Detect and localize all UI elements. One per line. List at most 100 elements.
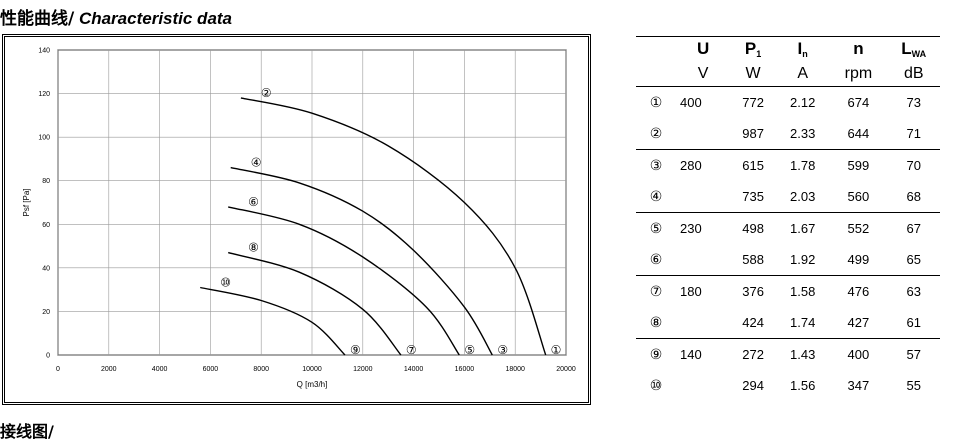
cell-lwa: 63 — [906, 284, 921, 299]
cell-p1: 588 — [730, 244, 776, 276]
x-tick-label: 10000 — [302, 366, 322, 373]
x-axis-label: Q [m3/h] — [297, 380, 328, 389]
cell-p1: 987 — [730, 118, 776, 150]
series-end-label: ① — [551, 343, 562, 357]
cell-lwa: 61 — [887, 307, 940, 339]
series-line — [228, 206, 460, 356]
cell-p1: 424 — [730, 307, 776, 339]
row-index: ⑤ — [649, 220, 663, 237]
cell-lwa: 70 — [906, 158, 921, 173]
cell-in: 2.03 — [775, 181, 830, 213]
series-start-label: ② — [261, 86, 272, 100]
y-tick-label: 60 — [42, 222, 50, 229]
table-row: ⑦ 180 376 1.58 476 63 — [636, 276, 940, 308]
cell-u: 140 — [680, 347, 702, 362]
x-tick-label: 4000 — [152, 366, 168, 373]
table-row: ② 987 2.33 644 71 — [636, 118, 940, 150]
cell-p1: 615 — [742, 158, 764, 173]
x-tick-label: 6000 — [203, 366, 219, 373]
y-tick-label: 40 — [42, 265, 50, 272]
header-u: U — [676, 36, 731, 61]
x-tick-label: 18000 — [505, 366, 525, 373]
cell-n: 476 — [847, 284, 870, 299]
row-index: ⑥ — [636, 244, 676, 276]
series-end-label: ③ — [497, 343, 508, 357]
series-start-label: ⑥ — [248, 195, 259, 209]
cell-lwa: 65 — [887, 244, 940, 276]
table-row: ⑧ 424 1.74 427 61 — [636, 307, 940, 339]
x-tick-label: 0 — [56, 366, 60, 373]
series-start-label: ④ — [251, 156, 262, 170]
cell-p1: 772 — [742, 95, 764, 110]
cell-in: 2.12 — [790, 95, 816, 110]
cell-u: 230 — [680, 221, 702, 236]
cell-in: 1.58 — [790, 284, 816, 299]
x-tick-label: 8000 — [253, 366, 269, 373]
table-row: ③ 280 615 1.78 599 70 — [636, 150, 940, 182]
unit-in: A — [775, 61, 830, 87]
row-index: ① — [649, 94, 663, 111]
table-row: ① 400 772 2.12 674 73 — [636, 87, 940, 119]
series-start-label: ⑧ — [248, 241, 259, 255]
cell-in: 1.74 — [775, 307, 830, 339]
row-index: ③ — [649, 157, 663, 174]
series-line — [240, 97, 547, 356]
cell-p1: 272 — [742, 347, 764, 362]
series-start-label: ⑩ — [220, 275, 231, 289]
row-index: ⑨ — [649, 346, 663, 363]
cell-u — [676, 370, 730, 401]
cell-n: 599 — [847, 158, 870, 173]
cell-u — [676, 244, 731, 276]
cell-in: 1.43 — [790, 347, 816, 362]
table-row: ⑩ 294 1.56 347 55 — [636, 370, 940, 401]
spec-body: ① 400 772 2.12 674 73 ② 987 2.33 644 71 ③ 280 615 1.78… — [636, 87, 940, 402]
unit-n: rpm — [829, 61, 888, 87]
table-row: ⑥ 588 1.92 499 65 — [636, 244, 940, 276]
x-tick-label: 16000 — [455, 366, 475, 373]
unit-lwa: dB — [887, 61, 940, 87]
wiring-heading: 接线图/ — [0, 422, 54, 441]
cell-n: 552 — [847, 221, 870, 236]
row-index: ④ — [636, 181, 676, 213]
unit-index — [636, 61, 676, 87]
y-axis-label: Psf [Pa] — [22, 188, 31, 216]
row-index: ⑩ — [649, 377, 663, 394]
series-line — [200, 286, 346, 356]
series-line — [230, 166, 493, 356]
header-index — [636, 36, 676, 61]
unit-p1: W — [730, 61, 776, 87]
series-end-label: ⑦ — [406, 343, 417, 357]
x-tick-label: 12000 — [353, 366, 373, 373]
y-tick-label: 140 — [38, 48, 50, 55]
header-lwa: LWA — [887, 36, 940, 61]
cell-p1: 735 — [730, 181, 776, 213]
cell-n: 499 — [829, 244, 888, 276]
y-tick-label: 80 — [42, 178, 50, 185]
table-row: ⑤ 230 498 1.67 552 67 — [636, 213, 940, 245]
cell-n: 347 — [847, 378, 870, 393]
header-p1: P1 — [730, 36, 776, 61]
cell-u: 400 — [680, 95, 702, 110]
row-index: ⑧ — [636, 307, 676, 339]
y-tick-label: 20 — [42, 309, 50, 316]
cell-lwa: 71 — [887, 118, 940, 150]
cell-p1: 294 — [742, 378, 764, 393]
cell-lwa: 55 — [906, 378, 921, 393]
cell-in: 1.92 — [775, 244, 830, 276]
cell-u: 180 — [680, 284, 702, 299]
series-end-label: ⑨ — [350, 343, 361, 357]
cell-in: 1.78 — [790, 158, 816, 173]
cell-in: 1.56 — [790, 378, 816, 393]
cell-p1: 498 — [742, 221, 764, 236]
cell-in: 2.33 — [775, 118, 830, 150]
cell-p1: 376 — [742, 284, 764, 299]
spec-units-row: V W A rpm dB — [636, 61, 940, 87]
x-tick-label: 14000 — [404, 366, 424, 373]
cell-n: 674 — [847, 95, 870, 110]
section-heading-en: Characteristic data — [74, 9, 233, 28]
cell-in: 1.67 — [790, 221, 816, 236]
chart-frame: 0 2000 4000 6000 8000 10000 12000 14000 16000 180… — [2, 34, 591, 405]
cell-lwa: 57 — [906, 347, 921, 362]
y-tick-label: 100 — [38, 135, 50, 142]
section-heading: 性能曲线/ Characteristic data — [0, 4, 233, 29]
